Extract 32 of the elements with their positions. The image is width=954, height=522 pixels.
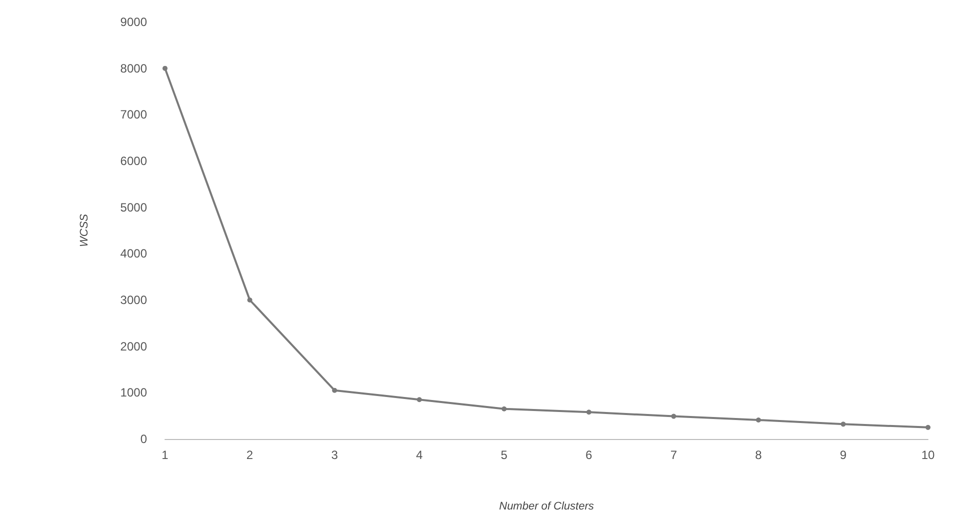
y-tick-label: 7000 [120, 108, 148, 122]
point [332, 388, 338, 393]
point [416, 397, 422, 402]
x-tick-label: 3 [331, 448, 338, 462]
point [671, 414, 676, 419]
point [586, 410, 592, 415]
point [502, 406, 507, 412]
x-tick-label: 4 [416, 448, 423, 462]
x-tick-label: 7 [670, 448, 678, 462]
point [247, 298, 252, 302]
y-tick-label: 8000 [120, 61, 148, 76]
y-tick-label: 3000 [120, 293, 148, 307]
y-tick-label: 2000 [120, 339, 148, 354]
y-tick-label: 1000 [120, 386, 148, 400]
x-tick-label: 5 [500, 448, 508, 462]
point [840, 422, 846, 427]
y-tick-label: 0 [140, 432, 148, 446]
x-axis-title: Number of Clusters [499, 500, 594, 512]
x-tick-label: 6 [586, 448, 593, 462]
x-tick-label: 1 [162, 448, 169, 462]
y-axis-title: WCSS [78, 213, 90, 247]
y-tick-label: 9000 [120, 15, 148, 29]
x-tick-label: 8 [755, 448, 762, 462]
point [162, 66, 168, 71]
x-tick-label: 10 [921, 448, 935, 462]
x-tick-label: 9 [840, 448, 847, 462]
y-tick-label: 4000 [120, 246, 148, 261]
y-tick-label: 6000 [120, 154, 148, 168]
y-tick-label: 5000 [120, 200, 148, 214]
point [756, 418, 761, 422]
x-tick-label: 2 [246, 448, 254, 462]
point [926, 424, 930, 430]
